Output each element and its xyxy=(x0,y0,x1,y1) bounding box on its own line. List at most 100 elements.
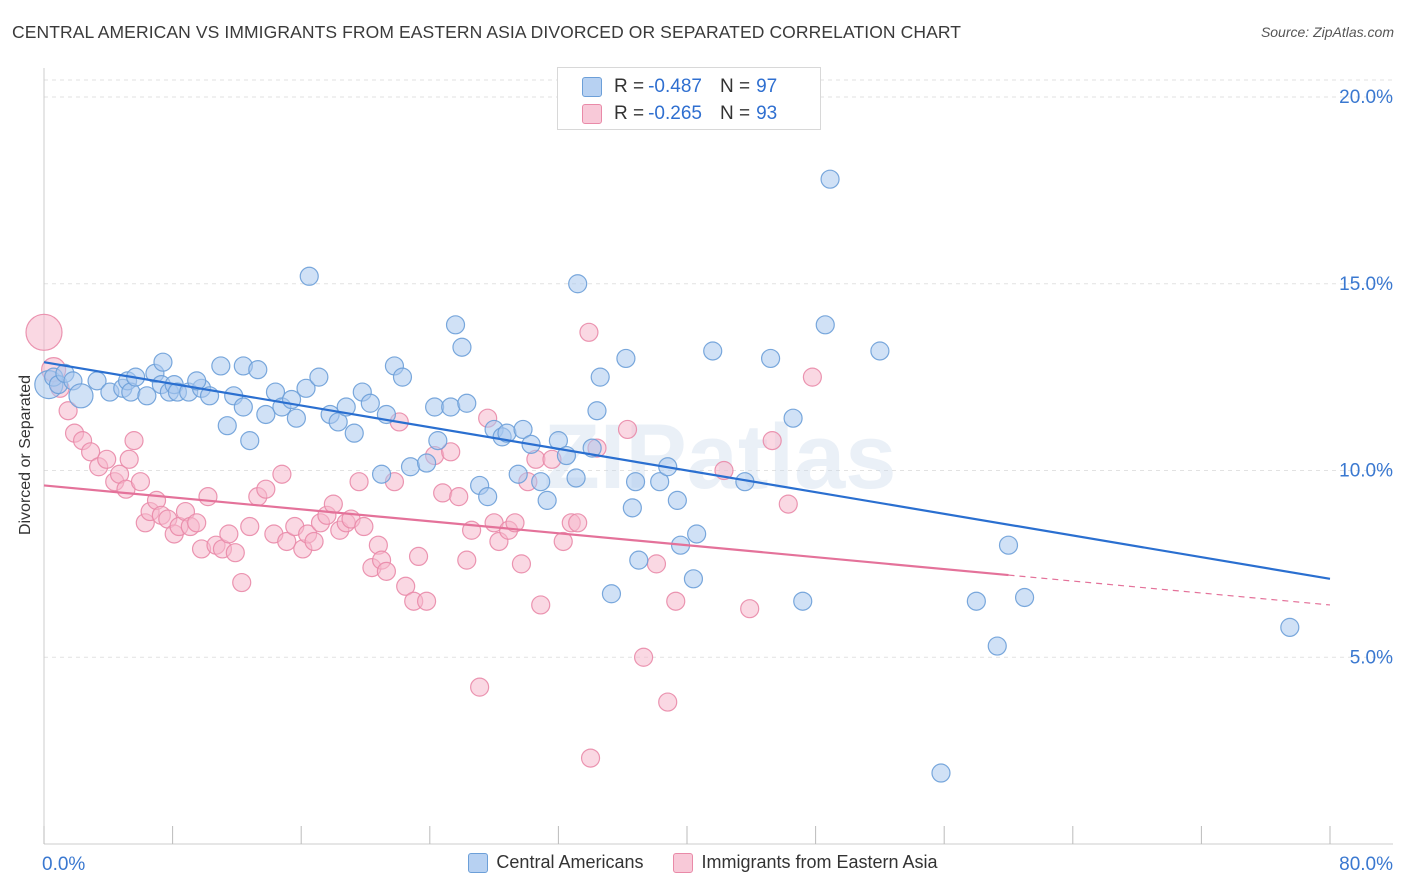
legend-n-value: 97 xyxy=(756,76,778,97)
data-point xyxy=(309,367,329,387)
data-point xyxy=(392,367,413,387)
data-point xyxy=(25,313,63,351)
source-note: Source: ZipAtlas.com xyxy=(1260,24,1394,40)
x-tick-label: 0.0% xyxy=(42,854,85,875)
y-tick-label: 20.0% xyxy=(1339,87,1393,108)
data-point xyxy=(646,554,667,574)
data-point xyxy=(428,431,448,451)
data-point xyxy=(658,692,678,712)
data-point xyxy=(616,348,636,369)
data-point xyxy=(582,438,602,458)
data-point xyxy=(760,348,781,369)
data-point xyxy=(1280,617,1300,637)
data-point xyxy=(445,315,466,335)
data-point xyxy=(68,383,94,409)
data-point xyxy=(650,472,670,492)
data-point xyxy=(277,531,297,552)
x-tick-label: 80.0% xyxy=(1339,854,1393,875)
data-point xyxy=(304,531,324,552)
trend-line-eastern-asia-extension xyxy=(1008,574,1331,606)
data-point xyxy=(452,337,472,357)
data-point xyxy=(783,408,803,428)
series-central-americans-points xyxy=(34,169,1300,783)
data-point xyxy=(531,595,551,615)
data-point xyxy=(232,572,252,593)
data-point xyxy=(511,554,532,574)
data-point xyxy=(505,513,525,533)
data-point xyxy=(416,591,437,611)
data-point xyxy=(820,169,840,189)
data-point xyxy=(1014,587,1035,608)
data-point xyxy=(97,449,117,469)
data-point xyxy=(354,516,374,537)
y-tick-label: 15.0% xyxy=(1339,274,1393,295)
data-point xyxy=(256,479,276,499)
legend-swatch-blue xyxy=(468,852,489,873)
data-point xyxy=(778,494,798,514)
data-point xyxy=(629,550,649,570)
data-point xyxy=(579,322,599,342)
data-point xyxy=(187,371,207,391)
legend-swatch-pink xyxy=(673,852,694,873)
data-point xyxy=(416,453,437,473)
legend-label-central-americans: Central Americans xyxy=(496,852,644,872)
data-point xyxy=(987,636,1007,656)
data-point xyxy=(601,584,622,604)
data-point xyxy=(762,431,782,451)
data-point xyxy=(233,397,253,417)
data-point xyxy=(740,599,760,619)
data-point xyxy=(537,490,557,510)
legend-swatch-pink xyxy=(582,104,602,124)
data-point xyxy=(441,442,461,462)
data-point xyxy=(441,397,461,417)
data-point xyxy=(870,341,890,361)
axes xyxy=(43,68,1393,845)
data-point xyxy=(687,524,707,544)
data-point xyxy=(400,457,421,477)
data-point xyxy=(667,490,687,510)
data-point xyxy=(360,393,380,413)
data-point xyxy=(568,274,588,294)
legend-r-label: R = xyxy=(614,103,645,124)
data-point xyxy=(153,352,173,372)
data-point xyxy=(587,401,607,421)
data-point xyxy=(633,647,654,667)
legend-item-eastern-asia[interactable]: Immigrants from Eastern Asia xyxy=(673,852,938,873)
data-point xyxy=(58,401,78,421)
data-point xyxy=(683,569,704,589)
data-point xyxy=(478,487,498,507)
data-point xyxy=(793,591,813,611)
data-point xyxy=(187,513,207,533)
data-point xyxy=(396,576,416,596)
legend-item-central-americans[interactable]: Central Americans xyxy=(468,852,643,873)
trend-line-central-americans xyxy=(43,361,1331,580)
legend-n-value: 93 xyxy=(756,103,778,124)
data-point xyxy=(998,535,1019,555)
x-tick-labels: 0.0% 80.0% xyxy=(42,854,1393,875)
data-point xyxy=(344,423,364,443)
data-point xyxy=(240,431,260,451)
data-point xyxy=(225,543,245,563)
data-point xyxy=(81,442,101,462)
legend-label-eastern-asia: Immigrants from Eastern Asia xyxy=(701,852,938,872)
data-point xyxy=(703,341,723,361)
chart-title: CENTRAL AMERICAN VS IMMIGRANTS FROM EAST… xyxy=(12,22,962,42)
data-point xyxy=(299,266,319,286)
data-point xyxy=(457,393,477,413)
data-point xyxy=(590,367,610,387)
data-point xyxy=(349,472,369,492)
data-point xyxy=(568,513,588,533)
legend-r-value: -0.265 xyxy=(648,103,702,124)
legend-swatch-blue xyxy=(582,77,602,97)
data-point xyxy=(217,416,237,436)
trend-line-eastern-asia xyxy=(43,484,1009,577)
legend-r-label: R = xyxy=(614,76,645,97)
data-point xyxy=(625,472,646,492)
y-axis-label: Divorced or Separated xyxy=(17,374,34,536)
data-point xyxy=(137,386,157,406)
data-point xyxy=(566,468,586,488)
data-point xyxy=(966,591,986,611)
data-point xyxy=(219,524,239,544)
legend-n-label: N = xyxy=(719,103,751,124)
